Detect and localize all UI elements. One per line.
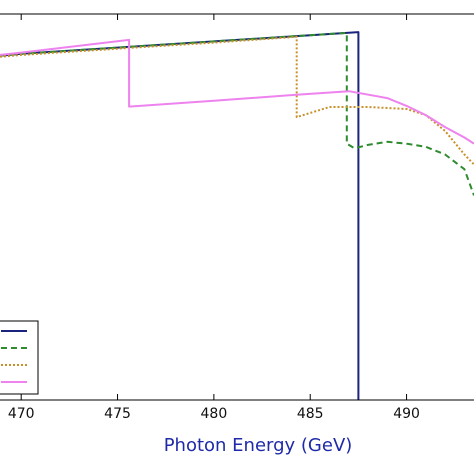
x-axis-title: Photon Energy (GeV) (164, 435, 353, 456)
x-tick-label-470: 470 (8, 406, 35, 422)
axes-layer: 470 475 480 485 490 (0, 13, 474, 422)
series-line-2 (0, 31, 474, 196)
x-tick-label-485: 485 (297, 406, 324, 422)
x-tick-label-480: 480 (201, 406, 228, 422)
series-layer (0, 31, 474, 400)
series-line-3 (0, 35, 474, 166)
legend (0, 320, 39, 395)
series-line-4 (0, 38, 474, 145)
x-tick-label-490: 490 (393, 406, 420, 422)
x-tick-label-475: 475 (104, 406, 131, 422)
